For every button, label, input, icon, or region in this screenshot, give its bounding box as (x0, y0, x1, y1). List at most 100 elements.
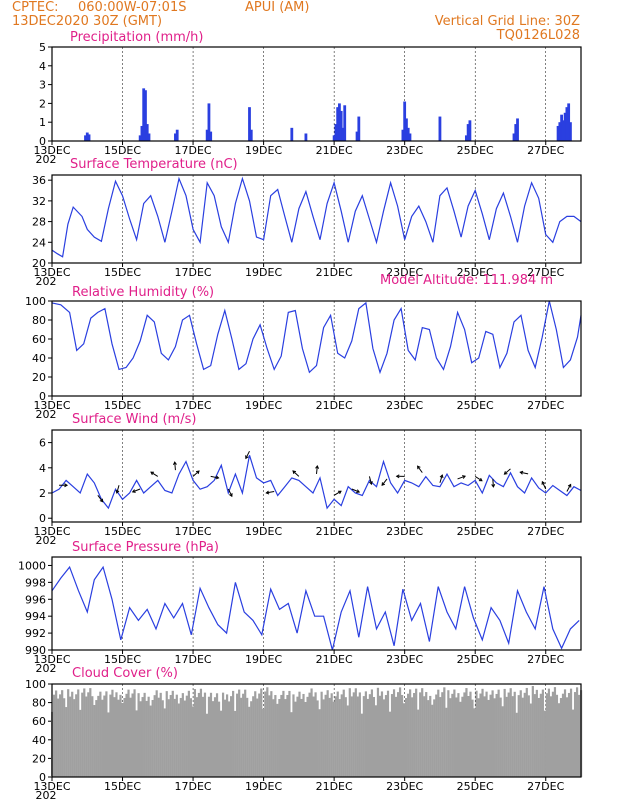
pressure-frame (51, 556, 582, 651)
temperature-title: Surface Temperature (nC) (70, 157, 238, 172)
cloud-bar (89, 688, 92, 777)
cloud-bar (398, 687, 402, 777)
precipitation-frame (51, 46, 582, 142)
header-source: CPTEC: (12, 0, 59, 15)
cloud-bar (203, 692, 207, 777)
cloud-bar (511, 696, 514, 777)
cloud-bar (125, 693, 128, 777)
humidity-year-stub: 202 (36, 408, 57, 421)
temperature-year-stub: 202 (36, 275, 57, 288)
cloud-bar (529, 703, 532, 777)
pressure-ytick-label: 996 (25, 593, 46, 606)
cloud-bar (81, 692, 84, 777)
cloud-xtick-label: 17DEC (175, 780, 212, 793)
precipitation-xtick-label: 21DEC (316, 144, 353, 157)
precip-bar (209, 131, 213, 141)
cloud-bar (322, 699, 325, 777)
cloud-bar (97, 695, 100, 777)
cloud-bar (427, 700, 430, 777)
precip-bar (304, 133, 308, 141)
cloud-ytick-label: 100 (25, 678, 46, 691)
precip-bar (408, 133, 412, 141)
precip-bar (332, 135, 336, 141)
cloud-bar (83, 688, 86, 777)
humidity-xtick-label: 17DEC (175, 399, 212, 412)
humidity-xtick-label: 13DEC (33, 399, 70, 412)
cloud-bar (318, 709, 321, 777)
cloud-bar (85, 696, 88, 777)
wind-xtick-label: 25DEC (457, 525, 494, 538)
precip-bar (290, 127, 294, 141)
cloud-bar (312, 696, 315, 777)
cloud-bar (394, 696, 398, 777)
cloud-bar (302, 693, 305, 777)
cloud-bar (250, 701, 253, 777)
cloud-bar (439, 697, 442, 777)
cloud-bar (441, 692, 444, 777)
cloud-bar (306, 696, 309, 777)
cloud-bar (115, 692, 118, 777)
cloud-bar (431, 704, 434, 777)
cloud-bar (236, 693, 239, 777)
precip-bar (334, 124, 338, 141)
wind-arrow (351, 488, 360, 493)
cloud-bar (117, 699, 120, 777)
precip-bar (341, 127, 345, 141)
wind-arrow-head (381, 482, 386, 486)
pressure-ytick-label: 990 (25, 644, 46, 657)
pressure-xtick-label: 21DEC (316, 653, 353, 666)
cloud-bar (547, 688, 551, 777)
wind-arrow-head (439, 474, 444, 479)
cloud-bar (256, 698, 259, 777)
cloud-bar (314, 692, 317, 777)
cloud-bar (91, 696, 94, 777)
cloud-bar (93, 705, 96, 777)
precipitation-xtick-label: 27DEC (527, 144, 564, 157)
cloud-bar (390, 694, 394, 777)
cloud-bar (326, 690, 329, 777)
wind-arrow (504, 468, 511, 475)
cloud-bar (507, 692, 510, 777)
cloud-bar (358, 692, 361, 777)
wind-arrow (368, 476, 372, 485)
cloud-bar (348, 688, 351, 777)
cloud-bar (155, 690, 158, 777)
cloud-bar (127, 689, 130, 777)
cloud-title: Cloud Cover (%) (72, 666, 178, 681)
cloud-bar (368, 694, 372, 777)
cloud-bar (105, 691, 108, 777)
cloud-bar (272, 699, 275, 777)
wind-arrow-head (292, 470, 297, 474)
cloud-bar (388, 711, 392, 777)
wind-xtick-label: 13DEC (33, 525, 70, 538)
cloud-bar (123, 698, 126, 777)
cloud-bar (278, 699, 281, 777)
cloud-bar (537, 697, 540, 777)
cloud-bar (252, 696, 255, 777)
wind-xtick-label: 27DEC (527, 525, 564, 538)
cloud-bar (435, 694, 438, 777)
wind-arrow-head (265, 490, 270, 495)
cloud-bar (423, 696, 426, 777)
cloud-bar (364, 691, 367, 777)
cloud-bar (565, 697, 569, 777)
pressure-model-altitude: Model Altitude: 111.984 m (380, 273, 553, 288)
wind-arrow-head (478, 477, 483, 482)
cloud-bar (217, 701, 221, 777)
precip-bar (355, 131, 359, 141)
precip-bar (145, 124, 149, 141)
cloud-ytick-label: 60 (32, 715, 46, 728)
header-location: 060:00W-07:01S (78, 0, 186, 15)
wind-arrow-head (99, 498, 104, 503)
temperature-ytick-label: 36 (32, 174, 46, 187)
precip-bar (138, 135, 142, 141)
cloud-bar (189, 698, 192, 777)
cloud-bar (407, 693, 410, 777)
wind-ytick-label: 2 (39, 487, 46, 500)
wind-arrow-head (368, 481, 373, 486)
cloud-bar (523, 692, 526, 777)
cloud-bar (286, 695, 289, 777)
cloud-bar (59, 694, 62, 777)
wind-xtick-label: 19DEC (245, 525, 282, 538)
cloud-bar (268, 695, 271, 777)
